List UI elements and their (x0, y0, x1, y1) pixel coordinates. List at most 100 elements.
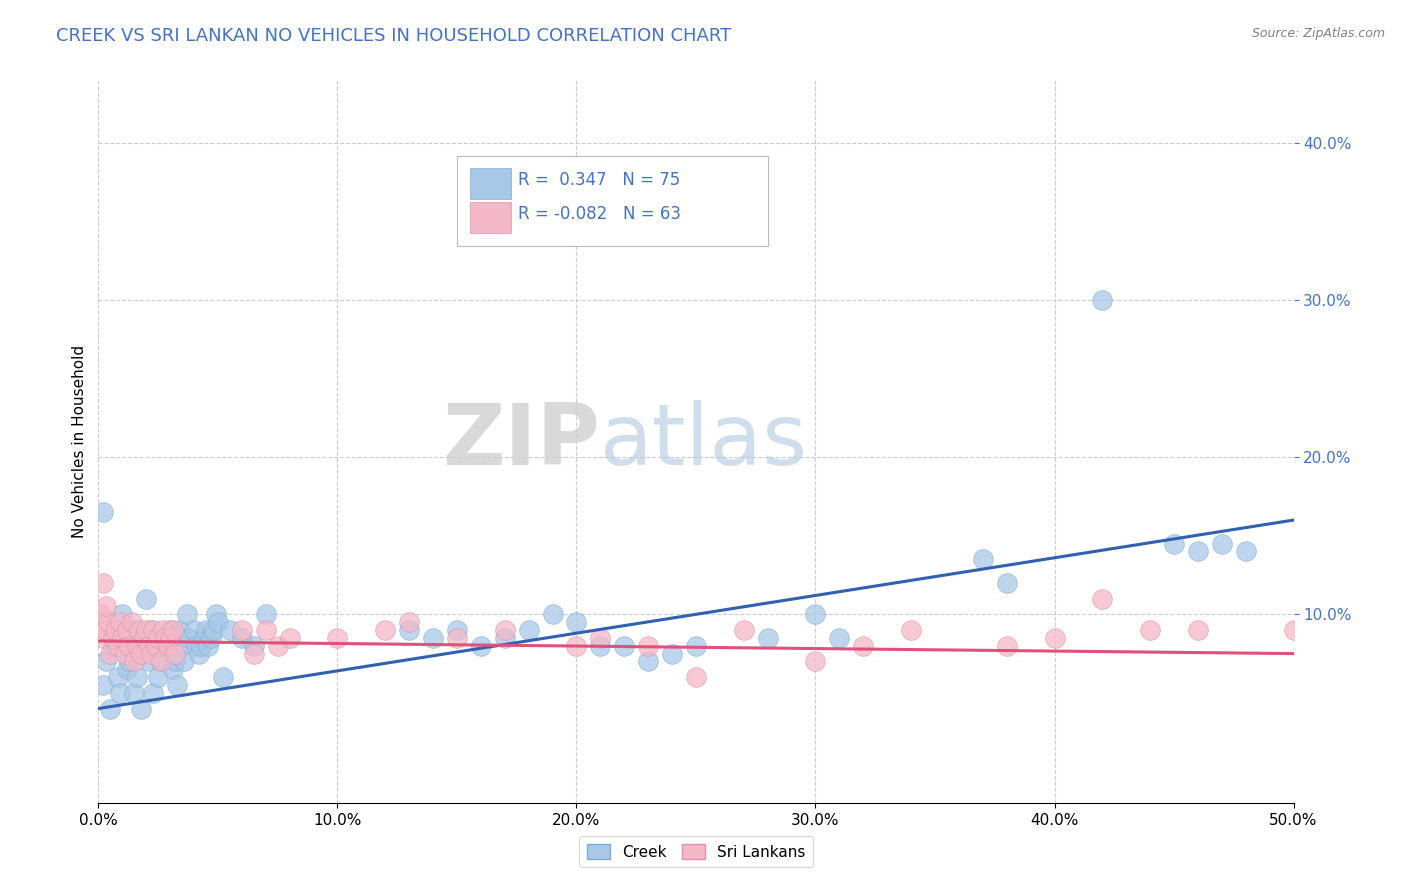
Point (494, 631, 516, 645)
Point (104, 623, 127, 637)
Point (219, 623, 242, 637)
Point (90, 607, 112, 622)
Point (139, 623, 162, 637)
Point (135, 591, 157, 606)
Point (101, 631, 124, 645)
Point (121, 615, 143, 630)
Point (1163, 536, 1185, 550)
Point (900, 623, 922, 637)
Point (685, 670, 707, 684)
Point (138, 655, 160, 669)
Point (589, 631, 612, 645)
Point (231, 623, 253, 637)
Point (159, 631, 181, 645)
Point (142, 686, 165, 700)
Point (1282, 623, 1305, 637)
Point (118, 639, 141, 653)
Point (398, 623, 420, 637)
Point (169, 623, 191, 637)
Point (104, 623, 127, 637)
Y-axis label: No Vehicles in Household: No Vehicles in Household (72, 345, 87, 538)
Point (828, 631, 851, 645)
Point (173, 655, 195, 669)
Point (152, 639, 174, 653)
Point (108, 686, 131, 700)
Point (1234, 544, 1257, 558)
Point (155, 631, 177, 645)
Point (756, 631, 779, 645)
Point (148, 670, 170, 684)
Point (131, 701, 153, 715)
Point (149, 655, 172, 669)
Point (166, 678, 188, 692)
Point (470, 639, 492, 653)
Point (422, 631, 444, 645)
Point (565, 639, 588, 653)
Point (97, 615, 120, 630)
Point (326, 631, 349, 645)
Point (183, 623, 205, 637)
Point (202, 623, 225, 637)
Point (187, 647, 209, 661)
Point (101, 639, 124, 653)
FancyBboxPatch shape (470, 168, 510, 200)
Text: R =  0.347   N = 75: R = 0.347 N = 75 (517, 170, 681, 188)
Point (446, 623, 468, 637)
Point (163, 655, 186, 669)
Point (159, 623, 181, 637)
Point (91, 631, 114, 645)
Point (152, 623, 174, 637)
Point (733, 623, 755, 637)
Point (124, 686, 146, 700)
Point (107, 670, 129, 684)
Point (186, 639, 208, 653)
Point (149, 655, 172, 669)
Point (142, 623, 165, 637)
Point (132, 631, 155, 645)
Point (115, 623, 138, 637)
Point (637, 639, 659, 653)
Point (121, 623, 143, 637)
Text: Source: ZipAtlas.com: Source: ZipAtlas.com (1251, 27, 1385, 40)
Point (125, 670, 148, 684)
Text: atlas: atlas (600, 400, 808, 483)
Point (111, 607, 134, 622)
Point (613, 639, 636, 653)
Point (685, 639, 707, 653)
Point (190, 639, 212, 653)
Point (200, 631, 222, 645)
Point (131, 647, 153, 661)
Point (156, 639, 179, 653)
Point (135, 623, 157, 637)
Text: ZIP: ZIP (443, 400, 600, 483)
Point (204, 607, 226, 622)
Point (197, 639, 219, 653)
Point (114, 639, 136, 653)
Point (254, 607, 277, 622)
Point (98, 701, 122, 715)
Point (145, 639, 167, 653)
Point (115, 662, 138, 676)
Point (91, 678, 114, 692)
Point (995, 575, 1018, 590)
Point (1187, 544, 1209, 558)
Point (114, 647, 136, 661)
Text: CREEK VS SRI LANKAN NO VEHICLES IN HOUSEHOLD CORRELATION CHART: CREEK VS SRI LANKAN NO VEHICLES IN HOUSE… (56, 27, 731, 45)
Point (172, 639, 194, 653)
Point (139, 647, 162, 661)
Point (661, 214, 683, 228)
Point (804, 655, 827, 669)
Point (267, 639, 290, 653)
Point (111, 631, 134, 645)
Text: R = -0.082   N = 63: R = -0.082 N = 63 (517, 205, 681, 223)
Legend: Creek, Sri Lankans: Creek, Sri Lankans (579, 836, 813, 867)
Point (1139, 623, 1161, 637)
Point (94, 623, 117, 637)
Point (517, 623, 540, 637)
Point (243, 647, 266, 661)
Point (163, 647, 186, 661)
Point (541, 607, 564, 622)
Point (145, 639, 167, 653)
Point (128, 623, 150, 637)
Point (494, 623, 516, 637)
